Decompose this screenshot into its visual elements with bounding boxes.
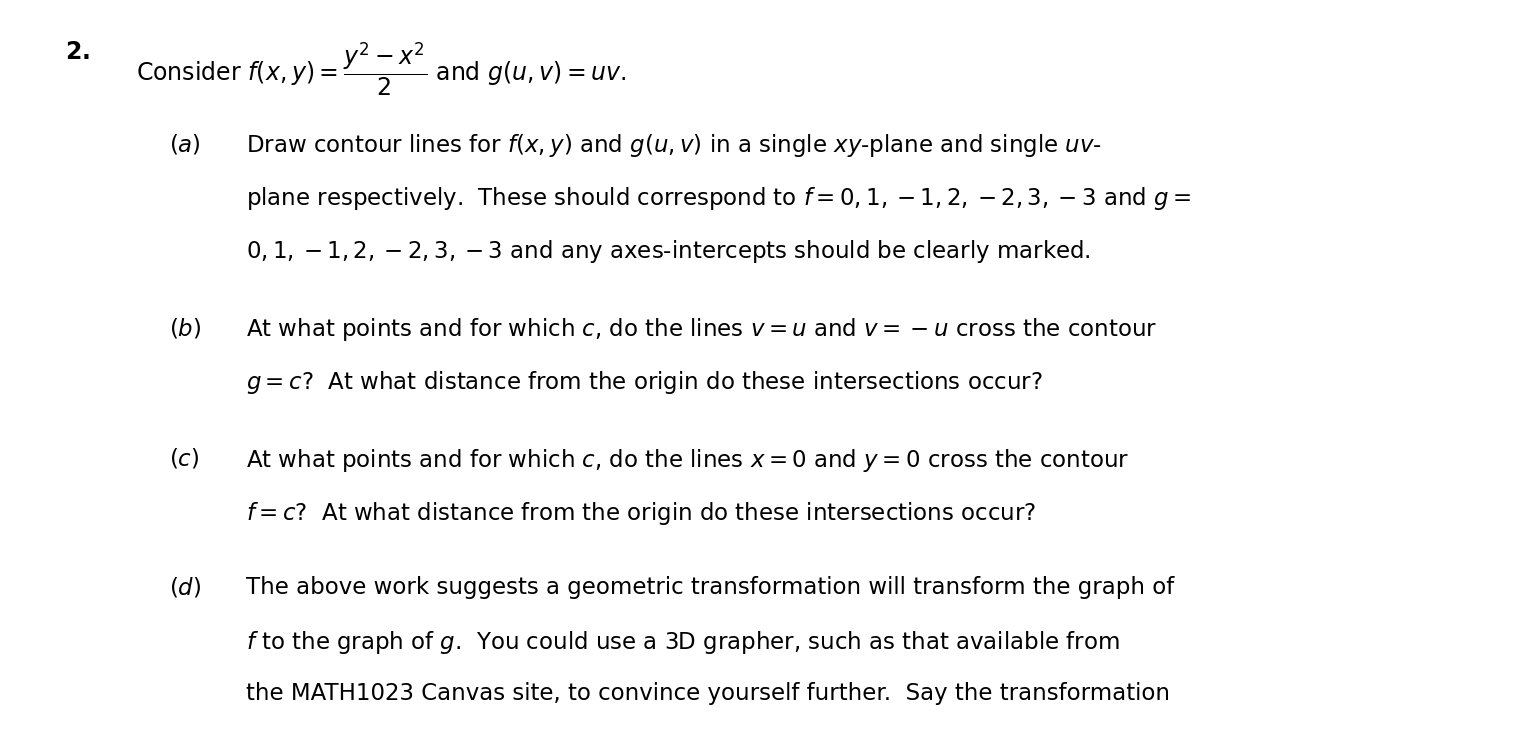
Text: $\mathbf{2.}$: $\mathbf{2.}$ bbox=[65, 40, 89, 65]
Text: the MATH1023 Canvas site, to convince yourself further.  Say the transformation: the MATH1023 Canvas site, to convince yo… bbox=[246, 682, 1170, 704]
Text: plane respectively.  These should correspond to $f = 0, 1, -1, 2, -2, 3, -3$ and: plane respectively. These should corresp… bbox=[246, 185, 1192, 213]
Text: $f = c$?  At what distance from the origin do these intersections occur?: $f = c$? At what distance from the origi… bbox=[246, 500, 1036, 527]
Text: $(d)$: $(d)$ bbox=[169, 576, 202, 600]
Text: $g = c$?  At what distance from the origin do these intersections occur?: $g = c$? At what distance from the origi… bbox=[246, 369, 1043, 397]
Text: $(a)$: $(a)$ bbox=[169, 132, 202, 157]
Text: Draw contour lines for $f(x,y)$ and $g(u,v)$ in a single $xy$-plane and single $: Draw contour lines for $f(x,y)$ and $g(u… bbox=[246, 132, 1103, 160]
Text: is $u = T_1(x,y)$ and $v = T_2(x,y)$.  Find functions $T_1$ and $T_2$ that honou: is $u = T_1(x,y)$ and $v = T_2(x,y)$. Fi… bbox=[246, 735, 1066, 736]
Text: Consider $f(x,y) = \dfrac{y^2-x^2}{2}$ and $g(u,v) = uv$.: Consider $f(x,y) = \dfrac{y^2-x^2}{2}$ a… bbox=[136, 40, 627, 98]
Text: $f$ to the graph of $g$.  You could use a 3D grapher, such as that available fro: $f$ to the graph of $g$. You could use a… bbox=[246, 629, 1120, 656]
Text: $(b)$: $(b)$ bbox=[169, 316, 202, 341]
Text: At what points and for which $c$, do the lines $v = u$ and $v = -u$ cross the co: At what points and for which $c$, do the… bbox=[246, 316, 1158, 344]
Text: $(c)$: $(c)$ bbox=[169, 447, 200, 471]
Text: The above work suggests a geometric transformation will transform the graph of: The above work suggests a geometric tran… bbox=[246, 576, 1175, 598]
Text: $0, 1, -1, 2, -2, 3, -3$ and any axes-intercepts should be clearly marked.: $0, 1, -1, 2, -2, 3, -3$ and any axes-in… bbox=[246, 238, 1092, 266]
Text: At what points and for which $c$, do the lines $x = 0$ and $y = 0$ cross the con: At what points and for which $c$, do the… bbox=[246, 447, 1129, 474]
